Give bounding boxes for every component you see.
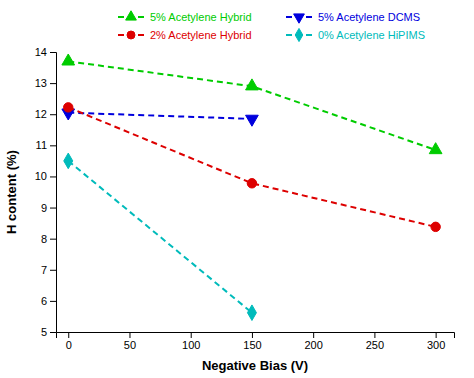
tick-label: 10 [35, 170, 47, 182]
y-axis-title: H content (%) [4, 150, 19, 234]
series-line [68, 161, 252, 313]
x-axis: 0 50 100 150 200 250 300 [57, 332, 455, 351]
point [246, 115, 259, 126]
axis-line [50, 53, 57, 333]
point [431, 222, 440, 231]
series-line [68, 113, 252, 119]
tick: 50 [124, 332, 136, 351]
tick-label: 50 [124, 339, 136, 351]
tick-mark [50, 270, 56, 271]
tick-label: 6 [41, 295, 47, 307]
point [247, 305, 256, 321]
x-axis-title: Negative Bias (V) [202, 358, 308, 373]
tick-mark [50, 239, 56, 240]
tick-mark [374, 332, 375, 338]
point [429, 143, 442, 154]
tick-label: 300 [427, 339, 445, 351]
tick: 0 [66, 332, 72, 351]
tick: 300 [427, 332, 445, 351]
legend-marker [294, 14, 305, 23]
tick-mark [50, 114, 56, 115]
legend-marker [126, 11, 137, 20]
tick-label: 8 [41, 233, 47, 245]
tick: 6 [41, 295, 56, 307]
legend-marker [295, 28, 303, 41]
series-line [68, 61, 435, 150]
tick: 150 [243, 332, 261, 351]
tick-mark [313, 332, 314, 338]
series-line [68, 107, 435, 226]
point [64, 153, 73, 169]
tick-mark [50, 176, 56, 177]
tick-label: 12 [35, 108, 47, 120]
legend: 5% Acetylene Hybrid 5% Acetylene DCMS 2% A… [118, 11, 425, 42]
tick-label: 0 [66, 339, 72, 351]
tick-mark [436, 332, 437, 338]
tick-label: 9 [41, 202, 47, 214]
tick-mark [50, 145, 56, 146]
tick-label: 5 [41, 326, 47, 338]
tick: 5 [41, 326, 56, 338]
legend-label: 5% Acetylene Hybrid [150, 11, 252, 23]
legend-item: 5% Acetylene Hybrid [118, 11, 252, 23]
point [247, 179, 256, 188]
tick: 250 [366, 332, 384, 351]
plot: 0 50 100 150 200 250 300 5 6 7 8 9 10 11 12 13 14 Negativ… [4, 46, 455, 373]
tick: 100 [182, 332, 200, 351]
tick: 12 [35, 108, 56, 120]
legend-item: 5% Acetylene DCMS [286, 11, 420, 23]
tick-mark [252, 332, 253, 338]
tick-mark [50, 332, 56, 333]
tick: 11 [36, 139, 56, 151]
legend-item: 2% Acetylene Hybrid [118, 29, 252, 41]
tick: 14 [35, 46, 56, 58]
tick-mark [129, 332, 130, 338]
tick: 13 [35, 77, 56, 89]
tick: 10 [35, 170, 56, 182]
tick-mark [50, 83, 56, 84]
tick: 8 [41, 233, 56, 245]
tick: 200 [304, 332, 322, 351]
y-axis: 5 6 7 8 9 10 11 12 13 14 [35, 46, 57, 338]
tick-label: 200 [304, 339, 322, 351]
tick-mark [50, 52, 56, 53]
point [62, 54, 75, 65]
legend-label: 5% Acetylene DCMS [318, 11, 420, 23]
tick-label: 150 [243, 339, 261, 351]
tick-label: 13 [35, 77, 47, 89]
tick-mark [68, 332, 69, 338]
tick-label: 250 [366, 339, 384, 351]
axis-line [57, 333, 455, 339]
tick-mark [50, 301, 56, 302]
point [64, 103, 73, 112]
tick-mark [50, 208, 56, 209]
tick-label: 7 [41, 264, 47, 276]
legend-label: 2% Acetylene Hybrid [150, 29, 252, 41]
legend-item: 0% Acetylene HiPIMS [286, 28, 425, 41]
tick-label: 11 [36, 139, 47, 151]
legend-label: 0% Acetylene HiPIMS [318, 29, 425, 41]
tick: 9 [41, 202, 56, 214]
tick-label: 100 [182, 339, 200, 351]
tick-mark [191, 332, 192, 338]
tick-label: 14 [35, 46, 47, 58]
chart: 0 50 100 150 200 250 300 5 6 7 8 9 10 11 12 13 14 Negativ… [0, 0, 474, 378]
marks [62, 54, 442, 321]
tick: 7 [41, 264, 56, 276]
point [246, 79, 259, 90]
legend-marker [127, 31, 135, 39]
